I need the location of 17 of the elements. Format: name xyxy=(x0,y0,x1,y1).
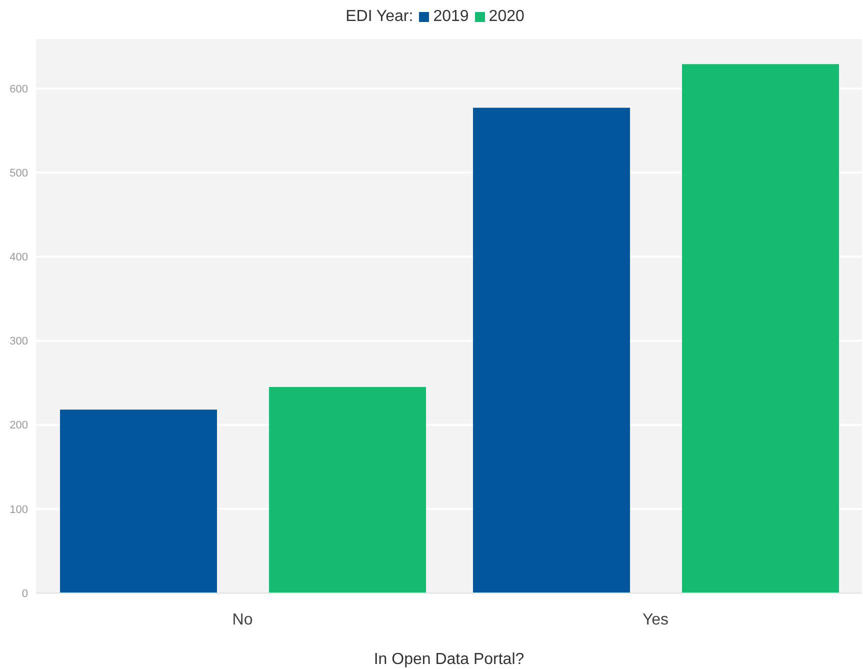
x-axis-title: In Open Data Portal? xyxy=(374,651,524,668)
x-tick-label: Yes xyxy=(642,611,669,628)
y-tick-label: 400 xyxy=(10,252,28,264)
legend-label: 2020 xyxy=(488,8,524,26)
x-tick-label: No xyxy=(232,611,253,628)
y-tick-label: 600 xyxy=(10,83,28,96)
y-tick-label: 500 xyxy=(10,167,28,180)
legend-label: 2019 xyxy=(433,8,469,26)
bar xyxy=(473,108,630,593)
bar xyxy=(682,64,839,593)
bar xyxy=(60,410,217,593)
y-tick-label: 0 xyxy=(22,588,28,600)
y-tick-label: 100 xyxy=(10,504,28,516)
y-tick-label: 300 xyxy=(10,336,28,348)
bar xyxy=(269,386,426,593)
legend-title: EDI Year: xyxy=(346,8,414,26)
y-tick-label: 200 xyxy=(10,420,28,432)
